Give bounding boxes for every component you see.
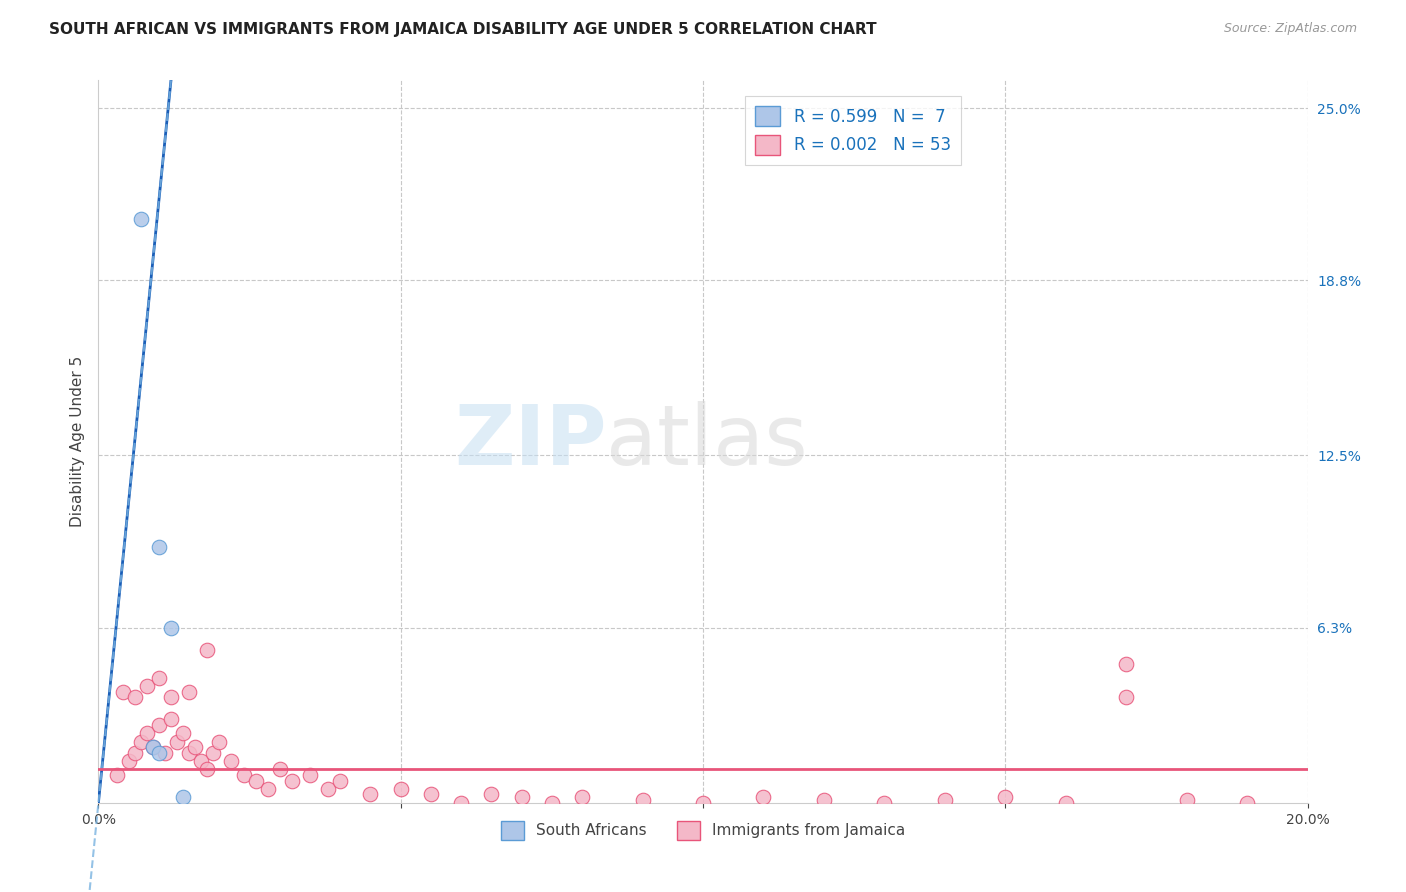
Point [692, 796, 714, 810]
Point [360, 788, 382, 802]
Point [195, 763, 218, 777]
Point [281, 773, 304, 788]
Point [148, 746, 170, 760]
Point [221, 754, 243, 768]
Point [994, 790, 1017, 805]
Point [510, 790, 533, 805]
Point [329, 773, 352, 788]
Point [1115, 690, 1137, 705]
Point [129, 734, 152, 748]
Point [160, 713, 183, 727]
Point [135, 726, 157, 740]
Point [450, 796, 472, 810]
Legend: South Africans, Immigrants from Jamaica: South Africans, Immigrants from Jamaica [495, 815, 911, 846]
Point [179, 684, 201, 698]
Point [299, 768, 322, 782]
Text: atlas: atlas [606, 401, 808, 482]
Point [179, 746, 201, 760]
Point [160, 690, 183, 705]
Point [135, 679, 157, 693]
Point [172, 726, 194, 740]
Point [142, 740, 165, 755]
Point [195, 643, 218, 657]
Point [124, 746, 146, 760]
Point [105, 768, 128, 782]
Point [111, 684, 134, 698]
Point [481, 788, 503, 802]
Point [813, 793, 835, 807]
Point [540, 796, 562, 810]
Point [1115, 657, 1137, 671]
Point [232, 768, 254, 782]
Point [208, 734, 231, 748]
Point [1236, 796, 1258, 810]
Point [142, 740, 165, 755]
Point [752, 790, 775, 805]
Point [124, 690, 146, 705]
Point [148, 540, 170, 554]
Point [245, 773, 267, 788]
Point [148, 718, 170, 732]
Point [202, 746, 225, 760]
Point [172, 790, 194, 805]
Point [148, 671, 170, 685]
Point [118, 754, 141, 768]
Point [190, 754, 212, 768]
Point [316, 781, 339, 796]
Point [256, 781, 278, 796]
Point [420, 788, 443, 802]
Text: SOUTH AFRICAN VS IMMIGRANTS FROM JAMAICA DISABILITY AGE UNDER 5 CORRELATION CHAR: SOUTH AFRICAN VS IMMIGRANTS FROM JAMAICA… [49, 22, 877, 37]
Point [269, 763, 291, 777]
Point [1054, 796, 1077, 810]
Point [571, 790, 593, 805]
Y-axis label: Disability Age Under 5: Disability Age Under 5 [69, 356, 84, 527]
Point [389, 781, 412, 796]
Point [631, 793, 654, 807]
Point [934, 793, 956, 807]
Text: Source: ZipAtlas.com: Source: ZipAtlas.com [1223, 22, 1357, 36]
Point [129, 212, 152, 227]
Point [184, 740, 207, 755]
Point [153, 746, 176, 760]
Point [1175, 793, 1198, 807]
Text: ZIP: ZIP [454, 401, 606, 482]
Point [160, 621, 183, 635]
Point [873, 796, 896, 810]
Point [166, 734, 188, 748]
